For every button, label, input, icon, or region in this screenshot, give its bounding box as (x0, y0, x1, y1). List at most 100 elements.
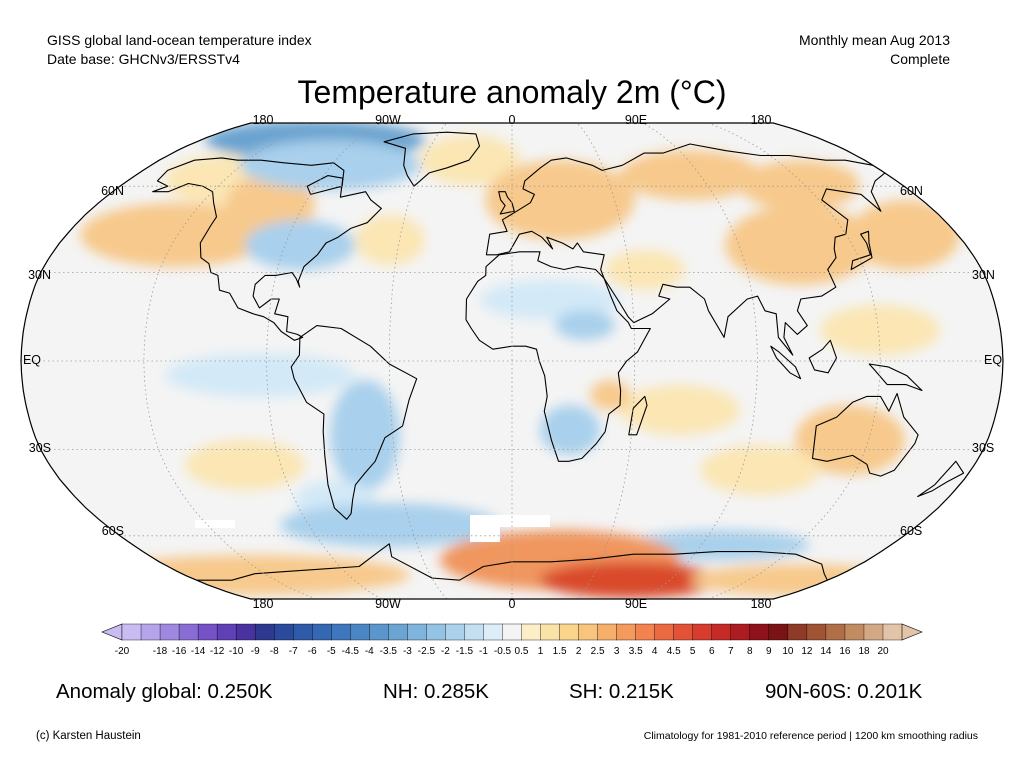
colorbar-swatch (768, 623, 789, 641)
anomaly-madagascar-warm (590, 380, 630, 410)
colorbar-label: -0.5 (494, 646, 512, 657)
colorbar-swatch (559, 623, 580, 641)
colorbar-swatch (711, 623, 732, 641)
colorbar-label: -18 (153, 646, 168, 657)
lon-labels-top: 180 90W 0 90E 180 (253, 113, 772, 127)
anomaly-tropical-pacific-cool (165, 353, 355, 397)
colorbar-swatch (197, 623, 218, 641)
completeness-label: Complete (890, 51, 950, 67)
colorbar-swatch (426, 623, 446, 641)
anomaly-canada-warm (225, 175, 315, 235)
anomaly-east-asia-warm (725, 205, 875, 285)
colorbar-swatch (673, 623, 694, 641)
colorbar-swatch (654, 623, 675, 641)
missing-data-antarctic-1 (470, 515, 550, 527)
anomaly-west-pacific-warm (820, 305, 940, 355)
anomaly-southern-africa-cool (540, 405, 600, 455)
colorbar-swatch (159, 623, 180, 641)
colorbar-swatch (178, 623, 199, 641)
colorbar-swatch (616, 623, 637, 641)
map-globe (20, 122, 1004, 600)
colorbar-label: -9 (251, 646, 260, 657)
anomaly-south-pacific-warm (185, 440, 305, 490)
colorbar-swatch (445, 623, 465, 641)
continent-australia (811, 392, 919, 477)
colorbar-swatch (388, 623, 408, 641)
sh-anomaly: SH: 0.215K (569, 680, 674, 703)
colorbar-swatch (521, 623, 542, 641)
colorbar-label: -4.5 (342, 646, 360, 657)
colorbar-label: 3 (614, 646, 620, 657)
colorbar-label: 1 (538, 646, 544, 657)
anomaly-south-america-cool (330, 380, 400, 490)
lat-label-right-30n: 30N (972, 268, 995, 282)
anomaly-arctic-cool-light (240, 140, 420, 190)
colorbar-label: 6 (709, 646, 715, 657)
continent-antarctica (196, 543, 828, 581)
anomaly-southern-ocean-cool (280, 503, 500, 547)
anomaly-field (21, 123, 1003, 599)
anomaly-north-pacific (80, 203, 270, 267)
lon-label-top-0: 0 (509, 113, 516, 127)
colorbar-swatch (293, 623, 313, 641)
colorbar-label: 5 (690, 646, 696, 657)
lat-label-left-60s: 60S (102, 524, 124, 538)
colorbar-label: 2.5 (591, 646, 605, 657)
data-base: Date base: GHCNv3/ERSSTv4 (47, 51, 240, 67)
lon-label-bottom-180w: 180 (253, 597, 274, 611)
colorbar-label: -14 (191, 646, 206, 657)
lon-label-top-90w: 90W (375, 113, 401, 127)
lon-label-bottom-180e: 180 (751, 597, 772, 611)
graticule-meridian (143, 123, 317, 599)
continent-new-guinea (868, 363, 923, 392)
band-anomaly: 90N-60S: 0.201K (765, 680, 923, 703)
colorbar-label: -2 (441, 646, 450, 657)
colorbar-label: 10 (782, 646, 794, 657)
colorbar-label: 8 (747, 646, 753, 657)
lat-label-left-30n: 30N (28, 268, 51, 282)
colorbar-label: 3.5 (629, 646, 643, 657)
colorbar (101, 623, 923, 641)
lat-labels-left: 60N 30N EQ 30S 60S (23, 184, 124, 538)
colorbar-label: -8 (270, 646, 279, 657)
colorbar-label: -5 (327, 646, 336, 657)
map-title: Temperature anomaly 2m (°C) (297, 74, 727, 110)
graticule-meridian (707, 123, 881, 599)
colorbar-swatch (825, 623, 846, 641)
colorbar-label: -7 (289, 646, 298, 657)
colorbar-label: 1.5 (553, 646, 567, 657)
lat-label-right-60s: 60S (900, 524, 922, 538)
colorbar-label: 9 (766, 646, 772, 657)
colorbar-swatch (635, 623, 656, 641)
colorbar-label: 4 (652, 646, 658, 657)
colorbar-swatch (863, 623, 884, 641)
continent-japan (850, 230, 873, 271)
colorbar-labels: -20 -18 -16 -14 -12 -10 -9 -8 -7 -6 -5 -4.5 -4 -3.5 -3… (115, 646, 889, 657)
continent-uk (498, 191, 515, 215)
colorbar-label: -3.5 (380, 646, 398, 657)
continent-greenland (383, 131, 481, 187)
colorbar-swatch (121, 623, 142, 641)
colorbar-label: -10 (229, 646, 244, 657)
lat-label-right-30s: 30S (972, 441, 994, 455)
colorbar-label: -4 (365, 646, 374, 657)
colorbar-swatch (464, 623, 484, 641)
anomaly-australia-warm (795, 405, 905, 475)
colorbar-swatch (502, 623, 523, 641)
colorbar-swatch (882, 623, 903, 641)
colorbar-swatch (844, 623, 865, 641)
colorbar-swatch (730, 623, 751, 641)
colorbar-swatch (369, 623, 389, 641)
header-left: GISS global land-ocean temperature index… (47, 31, 312, 69)
colorbar-label: 0.5 (515, 646, 529, 657)
anomaly-eastern-usa (245, 220, 355, 270)
colorbar-label: 16 (839, 646, 851, 657)
colorbar-swatch (597, 623, 618, 641)
colorbar-label: 2 (576, 646, 582, 657)
lon-label-bottom-0: 0 (509, 597, 516, 611)
colorbar-swatch (483, 623, 503, 641)
lat-label-right-60n: 60N (900, 184, 923, 198)
colorbar-swatch (692, 623, 713, 641)
colorbar-label: -20 (115, 646, 130, 657)
continent-eurasia (485, 143, 886, 356)
